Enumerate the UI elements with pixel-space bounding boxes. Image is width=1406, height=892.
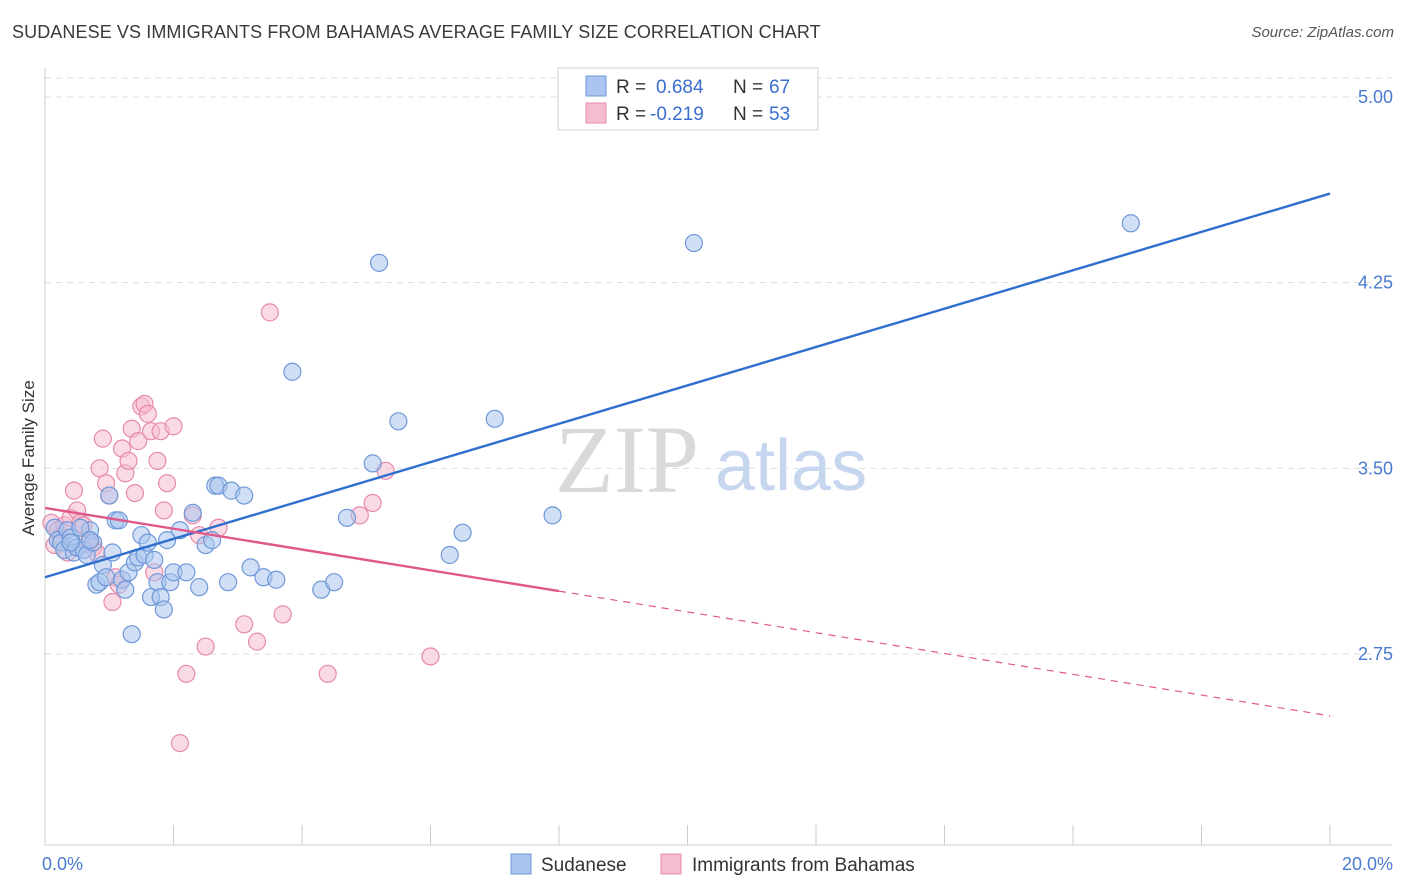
sudanese-point-21	[116, 580, 135, 599]
bottom-legend-swatch-bahamas	[660, 853, 682, 875]
bahamas-point-50	[363, 493, 382, 513]
trend-lines	[44, 192, 1331, 717]
legend-r-label-0: R =	[616, 77, 646, 98]
sudanese-point-56	[370, 253, 389, 272]
sudanese-point-62	[684, 233, 704, 253]
watermark-atlas: atlas	[715, 426, 867, 506]
sudanese-point-40	[190, 578, 209, 597]
sudanese-point-39	[183, 503, 202, 522]
legend-n-value-1: 53	[769, 104, 790, 125]
bahamas-point-47	[273, 605, 292, 624]
sudanese-point-66	[80, 531, 100, 550]
legend-r-value-0: 0.684	[656, 77, 704, 98]
sudanese-point-58	[440, 545, 459, 565]
bahamas-point-46	[260, 303, 279, 322]
legend-r-value-1: -0.219	[650, 104, 704, 125]
sudanese-point-60	[485, 409, 504, 428]
sudanese-point-51	[283, 362, 302, 381]
sudanese-point-61	[543, 506, 562, 525]
legend-swatch-bahamas	[585, 102, 607, 124]
axes	[44, 68, 1392, 846]
sudanese-point-64	[61, 533, 80, 552]
sudanese-point-53	[325, 573, 344, 592]
bahamas-point-48	[318, 664, 337, 683]
bottom-legend-bahamas: Immigrants from Bahamas	[692, 855, 915, 876]
bahamas-point-19	[103, 592, 122, 612]
sudanese-point-23	[122, 625, 141, 644]
chart-title: SUDANESE VS IMMIGRANTS FROM BAHAMAS AVER…	[12, 22, 821, 42]
sudanese-point-30	[145, 550, 164, 570]
bahamas-point-16	[93, 429, 112, 448]
series-sudanese-points	[45, 214, 1140, 644]
y-tick-label-0: 2.75	[1358, 644, 1393, 664]
sudanese-point-47	[235, 486, 254, 505]
legend-swatch-sudanese	[585, 75, 607, 97]
sudanese-point-50	[267, 570, 286, 589]
sudanese-point-33	[154, 600, 173, 619]
sudanese-point-48	[241, 558, 260, 577]
bahamas-point-36	[157, 474, 177, 493]
sudanese-point-65	[71, 518, 90, 537]
y-tick-label-2: 4.25	[1358, 273, 1393, 293]
bahamas-point-52	[421, 647, 440, 666]
source-label: Source: ZipAtlas.com	[1251, 24, 1394, 41]
y-tick-label-3: 5.00	[1358, 87, 1393, 107]
bahamas-point-7	[64, 481, 84, 500]
y-tick-label-1: 3.50	[1358, 458, 1393, 478]
trend-line-bahamas-dashed	[558, 590, 1331, 717]
y-axis-label: Average Family Size	[19, 380, 38, 536]
bahamas-point-35	[154, 501, 173, 520]
sudanese-point-55	[363, 454, 382, 473]
bahamas-point-27	[129, 432, 148, 451]
watermark: ZIP atlas	[555, 406, 867, 513]
x-tick-label-1: 20.0%	[1342, 854, 1393, 874]
bahamas-point-30	[138, 404, 157, 423]
x-tick-label-0: 0.0%	[42, 854, 83, 874]
bahamas-point-42	[196, 637, 215, 656]
watermark-zip: ZIP	[555, 406, 699, 513]
sudanese-point-63	[1121, 214, 1140, 233]
bahamas-point-38	[170, 734, 190, 753]
sudanese-point-59	[453, 523, 472, 542]
bahamas-point-39	[177, 664, 196, 683]
sudanese-point-15	[96, 568, 116, 587]
bahamas-point-44	[235, 615, 254, 634]
trend-line-bahamas-solid	[44, 506, 560, 593]
legend-n-label-1: N =	[733, 104, 763, 125]
trend-line-sudanese	[44, 192, 1331, 579]
sudanese-point-54	[337, 508, 357, 527]
bahamas-point-45	[247, 632, 267, 651]
bahamas-point-26	[125, 483, 145, 503]
bahamas-point-33	[148, 451, 167, 471]
sudanese-point-38	[177, 563, 196, 582]
legend-r-label-1: R =	[616, 104, 646, 125]
bottom-legend: Sudanese Immigrants from Bahamas	[510, 853, 915, 876]
sudanese-point-45	[219, 573, 238, 592]
bottom-legend-sudanese: Sudanese	[541, 855, 627, 876]
tick-labels: 2.75 3.50 4.25 5.00 0.0% 20.0%	[42, 87, 1393, 874]
bahamas-point-24	[119, 451, 138, 471]
legend-box: R = 0.684 N = 67 R = -0.219 N = 53	[557, 67, 819, 131]
legend-n-value-0: 67	[769, 77, 790, 98]
bottom-legend-swatch-sudanese	[510, 853, 532, 875]
sudanese-point-57	[389, 412, 408, 431]
sudanese-point-16	[100, 486, 119, 505]
legend-n-label-0: N =	[733, 77, 763, 98]
series-bahamas-points	[42, 303, 440, 753]
bahamas-point-37	[164, 417, 183, 436]
